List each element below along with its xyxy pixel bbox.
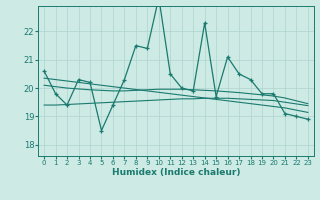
- X-axis label: Humidex (Indice chaleur): Humidex (Indice chaleur): [112, 168, 240, 177]
